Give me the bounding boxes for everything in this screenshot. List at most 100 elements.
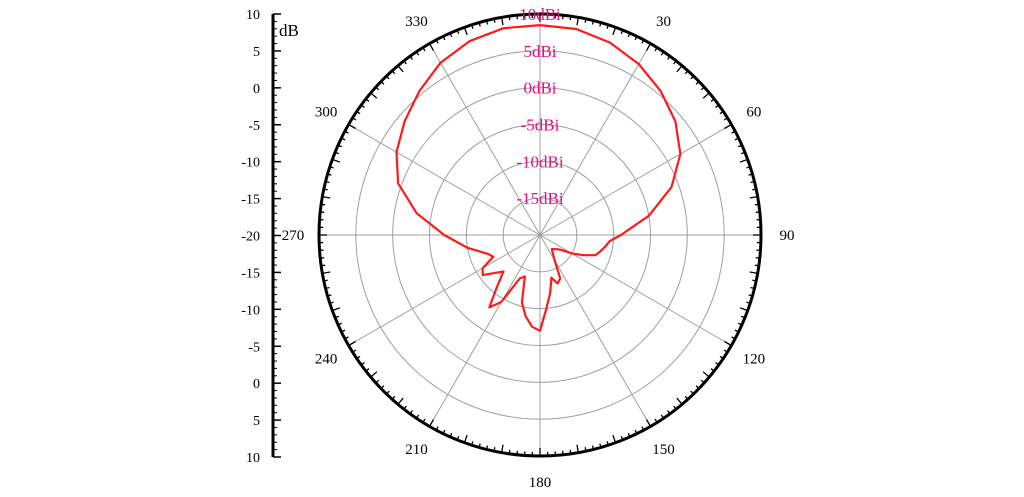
- radial-axis-tick-label: -5: [248, 119, 260, 134]
- series-point: [551, 248, 553, 250]
- angle-minor-tick: [435, 426, 439, 431]
- series-point: [531, 325, 533, 328]
- angle-minor-tick: [584, 18, 587, 23]
- angle-minor-tick: [710, 368, 715, 372]
- angle-minor-tick: [422, 418, 426, 423]
- angle-minor-tick: [723, 349, 728, 353]
- angle-minor-tick: [754, 203, 759, 206]
- angle-label: 90: [780, 228, 795, 244]
- series-point: [559, 277, 561, 280]
- series-point: [575, 28, 578, 30]
- angle-minor-tick: [478, 443, 481, 448]
- angle-minor-tick: [337, 144, 343, 148]
- angle-minor-tick: [508, 449, 511, 454]
- grid-spoke: [348, 124, 541, 236]
- angle-minor-tick: [341, 137, 346, 141]
- angle-major-tick: [702, 371, 710, 378]
- grid-spoke: [539, 124, 732, 236]
- series-point: [481, 267, 484, 270]
- angle-minor-tick: [456, 435, 460, 441]
- angle-major-tick: [463, 27, 468, 36]
- angle-label: 120: [743, 352, 766, 368]
- angle-minor-tick: [325, 180, 330, 184]
- series-point: [439, 61, 442, 64]
- ring-label: -15dBi: [516, 189, 564, 208]
- series-point: [487, 253, 489, 255]
- angle-major-tick: [500, 444, 504, 453]
- series-point: [521, 301, 523, 304]
- angle-minor-tick: [380, 81, 385, 85]
- series-point: [494, 272, 496, 274]
- angle-major-tick: [645, 43, 652, 51]
- angle-minor-tick: [654, 418, 658, 423]
- angle-minor-tick: [715, 104, 720, 108]
- angle-minor-tick: [449, 32, 453, 38]
- angle-minor-tick: [321, 203, 326, 206]
- angle-minor-tick: [375, 379, 380, 384]
- angle-minor-tick: [700, 86, 705, 91]
- angle-label: 270: [282, 228, 305, 244]
- series-point: [608, 240, 611, 242]
- radial-axis-tick-label: -10: [241, 303, 260, 318]
- angle-minor-tick: [684, 395, 689, 400]
- grid-spoke: [539, 43, 651, 236]
- angle-minor-tick: [734, 329, 739, 333]
- angle-minor-tick: [700, 379, 705, 384]
- series-point: [502, 27, 505, 30]
- angle-label: 240: [315, 352, 338, 368]
- angle-minor-tick: [422, 47, 426, 52]
- angle-minor-tick: [599, 22, 602, 27]
- unit-label: dB: [279, 21, 299, 40]
- series-point: [553, 259, 556, 262]
- angle-minor-tick: [660, 414, 665, 419]
- angle-minor-tick: [591, 445, 595, 450]
- angle-label: 150: [652, 442, 675, 458]
- angle-major-tick: [739, 307, 748, 312]
- angle-major-tick: [397, 397, 404, 405]
- series-point: [500, 301, 503, 303]
- angle-major-tick: [702, 92, 710, 99]
- series-point: [539, 330, 541, 332]
- angle-minor-tick: [325, 286, 330, 290]
- angle-minor-tick: [627, 432, 631, 438]
- angle-minor-tick: [442, 429, 446, 434]
- series-point: [609, 41, 611, 44]
- series-point: [481, 274, 484, 276]
- angle-major-tick: [724, 340, 732, 347]
- series-point: [679, 153, 682, 155]
- angle-minor-tick: [710, 98, 715, 102]
- angle-minor-tick: [352, 349, 357, 353]
- series-point: [545, 307, 548, 310]
- angle-minor-tick: [356, 355, 361, 360]
- angle-minor-tick: [360, 362, 365, 366]
- series-point: [620, 234, 622, 236]
- angle-minor-tick: [380, 385, 385, 389]
- radial-axis-tick-label: -5: [248, 340, 260, 355]
- angle-minor-tick: [569, 16, 572, 21]
- angle-major-tick: [463, 434, 468, 443]
- angle-minor-tick: [684, 70, 689, 75]
- series-point: [556, 248, 558, 250]
- angle-minor-tick: [375, 86, 380, 91]
- angle-minor-tick: [754, 264, 759, 267]
- angle-minor-tick: [606, 24, 609, 29]
- angle-minor-tick: [620, 29, 624, 35]
- angle-major-tick: [612, 27, 617, 36]
- angle-minor-tick: [673, 405, 677, 410]
- series-point: [492, 255, 495, 258]
- series-point: [594, 254, 597, 256]
- angle-minor-tick: [435, 39, 439, 44]
- angle-minor-tick: [746, 166, 751, 169]
- angle-label: 330: [405, 14, 428, 30]
- radial-axis-tick-label: -15: [241, 266, 260, 281]
- radial-axis-tick-label: 5: [253, 414, 260, 429]
- angle-minor-tick: [731, 130, 736, 134]
- angle-minor-tick: [740, 151, 746, 155]
- angle-minor-tick: [660, 51, 665, 56]
- angle-minor-tick: [365, 368, 370, 372]
- angle-minor-tick: [334, 151, 340, 155]
- angle-minor-tick: [723, 117, 728, 121]
- angle-minor-tick: [327, 173, 332, 176]
- angle-minor-tick: [449, 432, 453, 438]
- angle-minor-tick: [695, 385, 700, 389]
